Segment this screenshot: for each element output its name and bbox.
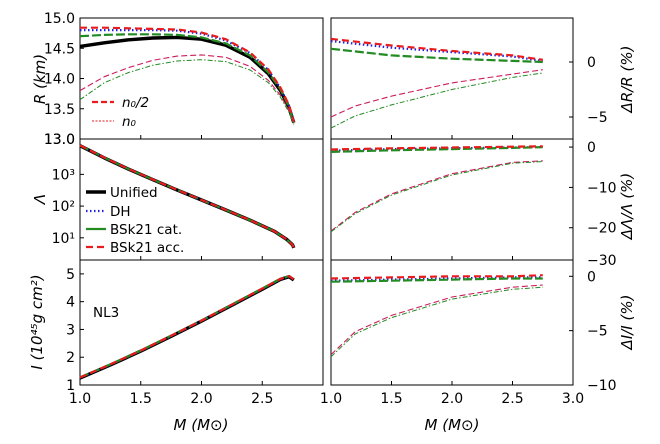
series-dLambda-n-2 bbox=[330, 160, 543, 232]
ytick-label-R: 14.0 bbox=[44, 72, 75, 88]
ylabel-tidal: Λ bbox=[31, 194, 49, 205]
ytick-label-R: 14.5 bbox=[44, 41, 75, 57]
series-R-bsk21-acc bbox=[80, 26, 295, 123]
legend-models: Unified DH BSk21 cat. BSk21 acc. bbox=[86, 185, 184, 256]
ytick-label-dLambda: −10 bbox=[587, 180, 617, 196]
ytick-label-Lambda: 10³ bbox=[52, 167, 75, 183]
xlabel-left: M (M⊙) bbox=[174, 416, 229, 434]
xtick-label: 1.0 bbox=[320, 391, 342, 407]
ytick-label-dR: 0 bbox=[587, 55, 596, 71]
ytick-label-I: 2 bbox=[66, 350, 75, 366]
xtick-label: 2.0 bbox=[441, 391, 463, 407]
ytick-label-I: 1 bbox=[66, 378, 75, 394]
xlabel-right: M (M⊙) bbox=[425, 416, 480, 434]
ytick-label-dLambda-boundary: −30 bbox=[587, 253, 617, 269]
series-R-dh bbox=[80, 29, 295, 123]
ytick-label-dI: 0 bbox=[587, 269, 596, 285]
ytick-label-I: 4 bbox=[66, 295, 75, 311]
series-dR-n-2 bbox=[330, 69, 543, 118]
series-dLambda-bsk21-cat bbox=[330, 146, 543, 153]
ytick-label-dI: −10 bbox=[587, 378, 617, 394]
series-I-bsk21-acc bbox=[79, 275, 295, 379]
ytick-label-dR: −5 bbox=[587, 110, 608, 126]
series-R-unified bbox=[79, 35, 296, 124]
model-label: NL3 bbox=[93, 305, 119, 321]
ylabel-tidal-diff: ΔΛ/Λ (%) bbox=[618, 173, 636, 241]
ytick-label-R: 13.0 bbox=[44, 132, 75, 148]
ylabel-inertia-diff: ΔI/I (%) bbox=[618, 295, 636, 351]
xtick-label: 1.5 bbox=[130, 391, 152, 407]
ytick-label-dI: −5 bbox=[587, 324, 608, 340]
ytick-label-Lambda-boundary: 13.0 bbox=[44, 132, 75, 148]
legend-label-half-n0: n₀/2 bbox=[122, 95, 149, 111]
series-dI-bsk21-cat bbox=[330, 277, 543, 283]
chart-marks: 13.013.514.014.515.0−5010¹10²10³−20−1001… bbox=[44, 11, 617, 407]
series-dR-n-cat bbox=[330, 72, 543, 129]
series-R-bsk21-cat bbox=[79, 33, 295, 124]
legend-label-unified: Unified bbox=[110, 185, 158, 201]
series-dR-dh bbox=[330, 40, 543, 62]
legend-label-n0: n₀ bbox=[122, 114, 137, 130]
series-dI-bsk21-acc bbox=[330, 274, 543, 280]
series-dLambda-n-cat bbox=[330, 161, 543, 233]
series-dI-n-2 bbox=[330, 284, 543, 355]
xtick-label: 1.5 bbox=[380, 391, 402, 407]
series-dLambda-bsk21-acc bbox=[330, 145, 543, 151]
ytick-label-Lambda: 10² bbox=[52, 199, 75, 215]
ytick-label-R: 15.0 bbox=[44, 11, 75, 27]
panel-frame-tidal-diff bbox=[330, 138, 574, 261]
ytick-label-I: 5 bbox=[66, 267, 75, 283]
series-Lambda-bsk21-acc bbox=[79, 144, 295, 249]
ylabel-inertia: I (10⁴⁵g cm²) bbox=[28, 274, 46, 369]
xtick-label: 3.0 bbox=[562, 391, 584, 407]
xtick-label: 1.0 bbox=[69, 391, 91, 407]
ytick-label-Lambda: 10¹ bbox=[52, 231, 75, 247]
series-dR-bsk21-acc bbox=[330, 37, 543, 61]
series-dI-n-cat bbox=[330, 286, 543, 358]
panel-frame-radius bbox=[79, 17, 324, 140]
ytick-label-I: 3 bbox=[66, 322, 75, 338]
panel-frame-radius-diff bbox=[330, 17, 574, 140]
legend-label-dh: DH bbox=[110, 204, 131, 220]
xtick-label: 2.5 bbox=[501, 391, 523, 407]
legend-label-bsk21-cat: BSk21 cat. bbox=[110, 222, 182, 238]
ylabel-radius-diff: ΔR/R (%) bbox=[618, 46, 636, 114]
ytick-label-dLambda: 0 bbox=[587, 140, 596, 156]
legend-label-bsk21-acc: BSk21 acc. bbox=[110, 240, 184, 256]
ylabel-radius: R (km) bbox=[31, 54, 49, 104]
ytick-label-R: 13.5 bbox=[44, 102, 75, 118]
series-dR-bsk21-cat bbox=[330, 47, 543, 64]
series-R-n-2 bbox=[79, 54, 295, 125]
ytick-label-dLambda: −20 bbox=[587, 221, 617, 237]
legend-densities: n₀/2 n₀ bbox=[92, 95, 149, 130]
series-R-n-cat bbox=[79, 59, 295, 126]
xtick-label: 2.0 bbox=[190, 391, 212, 407]
xtick-label: 2.5 bbox=[251, 391, 273, 407]
